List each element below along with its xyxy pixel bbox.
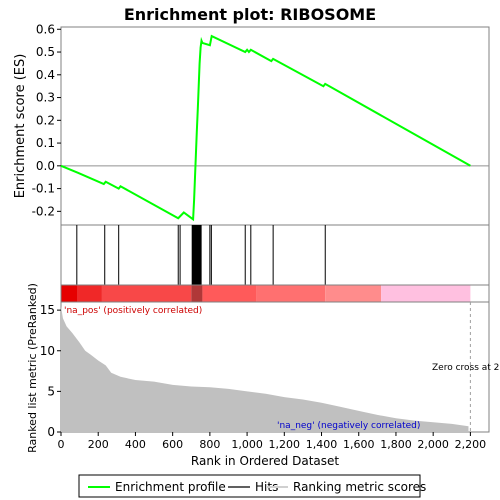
es-y-tick-label: -0.2 (32, 204, 55, 218)
es-plot-frame (60, 26, 490, 226)
es-y-tick-label: 0.0 (36, 159, 55, 173)
x-tick-label: 600 (162, 438, 183, 451)
x-tick-label: 1,200 (269, 438, 301, 451)
es-y-axis: 0.6 0.5 0.4 0.3 0.2 0.1 0.0 -0.1 -0.2 (32, 22, 61, 218)
x-tick-label: 2,000 (417, 438, 449, 451)
legend-item-enrichment: Enrichment profile (88, 480, 226, 494)
es-y-tick-label: 0.5 (36, 45, 55, 59)
es-y-tick-label: 0.6 (36, 22, 55, 36)
colorbar-segment (381, 285, 471, 302)
hits-frame (60, 224, 490, 286)
x-tick-label: 800 (199, 438, 220, 451)
x-tick-label: 1,800 (380, 438, 412, 451)
metric-y-tick-label: 0 (47, 425, 55, 439)
es-y-tick-label: 0.2 (36, 113, 55, 127)
legend-label-ranking: Ranking metric scores (293, 480, 426, 494)
colorbar-segment (325, 285, 382, 302)
ranking-colorbar (61, 285, 471, 302)
x-tick-label: 1,600 (343, 438, 375, 451)
metric-area (61, 306, 469, 432)
es-y-tick-label: 0.4 (36, 68, 55, 82)
es-y-tick-label: 0.1 (36, 136, 55, 150)
pos-label: 'na_pos' (positively correlated) (64, 306, 202, 316)
x-axis: 0 200 400 600 800 1,000 1,200 1,400 1,600 1,800 2,… (58, 432, 487, 451)
x-tick-label: 400 (125, 438, 146, 451)
zero-cross-label: Zero cross at 2 (432, 363, 499, 373)
x-tick-label: 2,200 (455, 438, 487, 451)
es-y-tick-label: -0.1 (32, 182, 55, 196)
x-tick-label: 1,400 (306, 438, 338, 451)
metric-y-tick-label: 10 (40, 344, 55, 358)
x-axis-label: Rank in Ordered Dataset (191, 454, 339, 468)
x-tick-label: 200 (88, 438, 109, 451)
legend-label-enrichment: Enrichment profile (115, 480, 226, 494)
x-tick-label: 1,000 (231, 438, 263, 451)
colorbar-segment (77, 285, 102, 302)
colorbar-segment (202, 285, 257, 302)
metric-y-axis-label: Ranked list metric (PreRanked) (26, 283, 39, 453)
legend-item-ranking: Ranking metric scores (266, 480, 426, 494)
x-tick-label: 0 (58, 438, 65, 451)
colorbar-segment (191, 285, 203, 302)
es-series-line (60, 34, 471, 222)
metric-y-tick-label: 15 (40, 303, 55, 317)
neg-label: 'na_neg' (negatively correlated) (277, 421, 420, 431)
hits-group (76, 225, 326, 285)
metric-y-axis: 15 10 5 0 (40, 303, 61, 439)
colorbar-segment (61, 285, 78, 302)
metric-y-tick-label: 5 (47, 384, 55, 398)
es-y-tick-label: 0.3 (36, 91, 55, 105)
colorbar-segment (256, 285, 326, 302)
colorbar-segment (101, 285, 192, 302)
chart-title: Enrichment plot: RIBOSOME (124, 5, 376, 24)
es-y-axis-label: Enrichment score (ES) (13, 54, 28, 199)
